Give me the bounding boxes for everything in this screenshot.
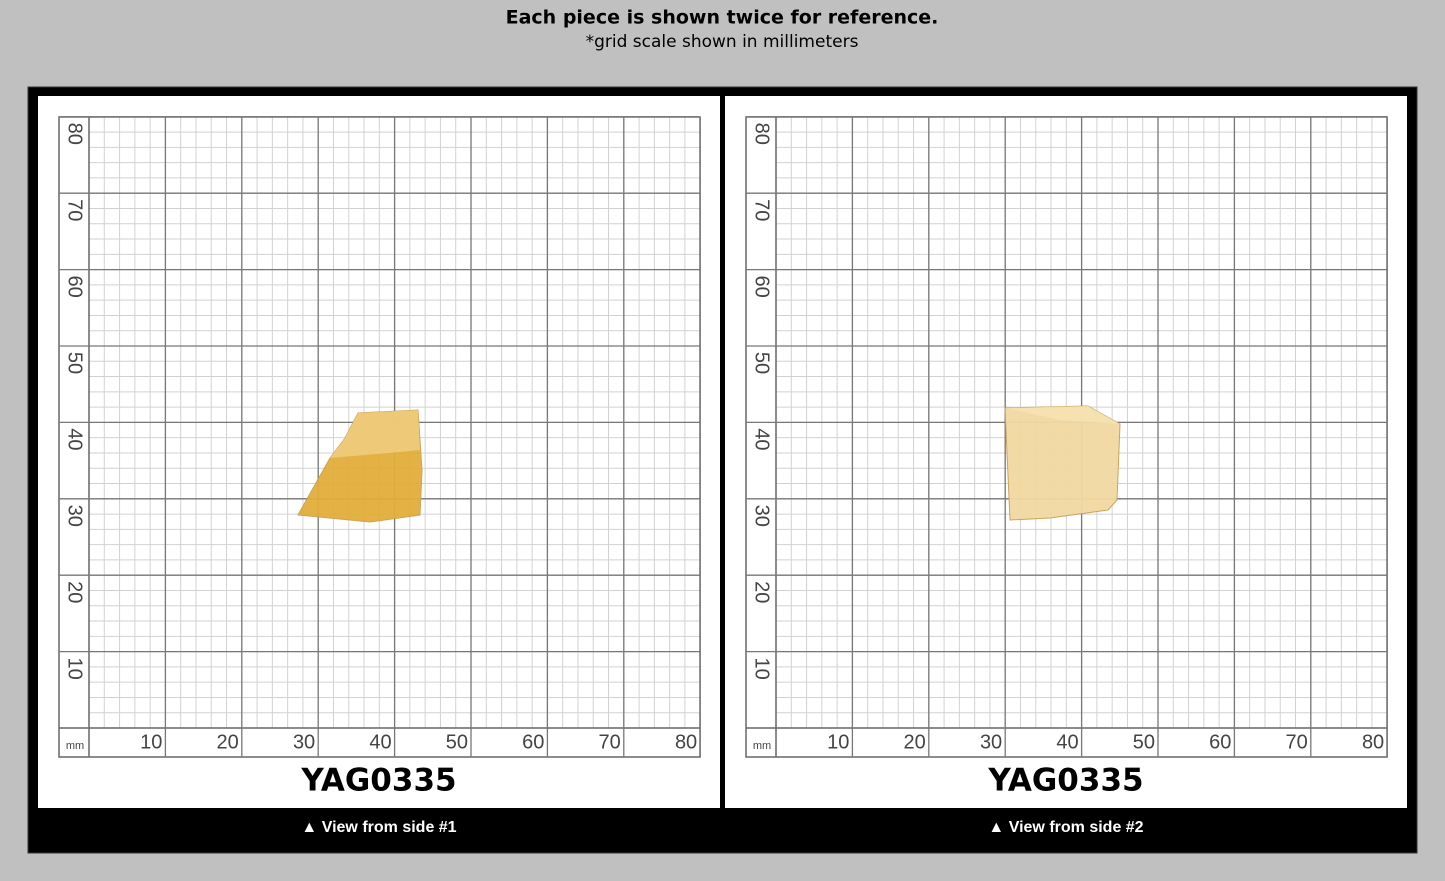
view-caption: ▲ View from side #1 — [301, 819, 456, 836]
y-scale-label: 20 — [751, 581, 773, 603]
crystal-facet — [1005, 406, 1120, 424]
panel: 10 20 30 40 50 60 70 80 10 20 30 40 50 60 70 80 mm YAG033… — [38, 96, 720, 836]
y-scale-label: 70 — [751, 199, 773, 221]
x-scale-label: 30 — [980, 731, 1002, 753]
x-scale-label: 50 — [1133, 731, 1155, 753]
x-scale-label: 80 — [1362, 731, 1384, 753]
x-scale-label: 20 — [217, 731, 239, 753]
y-scale-label: 80 — [64, 123, 86, 145]
x-scale-label: 10 — [140, 731, 162, 753]
x-scale-label: 70 — [599, 731, 621, 753]
x-scale-label: 80 — [675, 731, 697, 753]
x-scale-label: 10 — [827, 731, 849, 753]
y-scale-label: 60 — [751, 275, 773, 297]
x-scale-label: 70 — [1286, 731, 1308, 753]
x-scale-label: 40 — [1056, 731, 1078, 753]
x-scale-label: 60 — [522, 731, 544, 753]
y-scale-label: 10 — [751, 657, 773, 679]
unit-label: mm — [753, 740, 771, 752]
y-scale-label: 40 — [64, 428, 86, 450]
crystal — [1004, 405, 1121, 521]
y-scale-label: 70 — [64, 199, 86, 221]
x-scale-label: 50 — [446, 731, 468, 753]
x-scale-label: 30 — [293, 731, 315, 753]
title: Each piece is shown twice for reference. — [506, 7, 939, 29]
piece-label: YAG0335 — [987, 763, 1143, 799]
y-scale-label: 50 — [64, 352, 86, 374]
y-scale-label: 40 — [751, 428, 773, 450]
subtitle: *grid scale shown in millimeters — [586, 32, 859, 52]
piece-label: YAG0335 — [300, 763, 456, 799]
x-scale-label: 40 — [369, 731, 391, 753]
y-scale-label: 20 — [64, 581, 86, 603]
panel: 10 20 30 40 50 60 70 80 10 20 30 40 50 60 70 80 mm YAG033… — [725, 96, 1407, 836]
y-scale-label: 60 — [64, 275, 86, 297]
y-scale-label: 80 — [751, 123, 773, 145]
y-scale-label: 50 — [751, 352, 773, 374]
x-scale-label: 20 — [904, 731, 926, 753]
unit-label: mm — [66, 740, 84, 752]
y-scale-label: 30 — [64, 505, 86, 527]
y-scale-label: 10 — [64, 657, 86, 679]
x-scale-label: 60 — [1209, 731, 1231, 753]
view-caption: ▲ View from side #2 — [988, 819, 1143, 836]
y-scale-label: 30 — [751, 505, 773, 527]
crystal-facet — [330, 410, 420, 458]
